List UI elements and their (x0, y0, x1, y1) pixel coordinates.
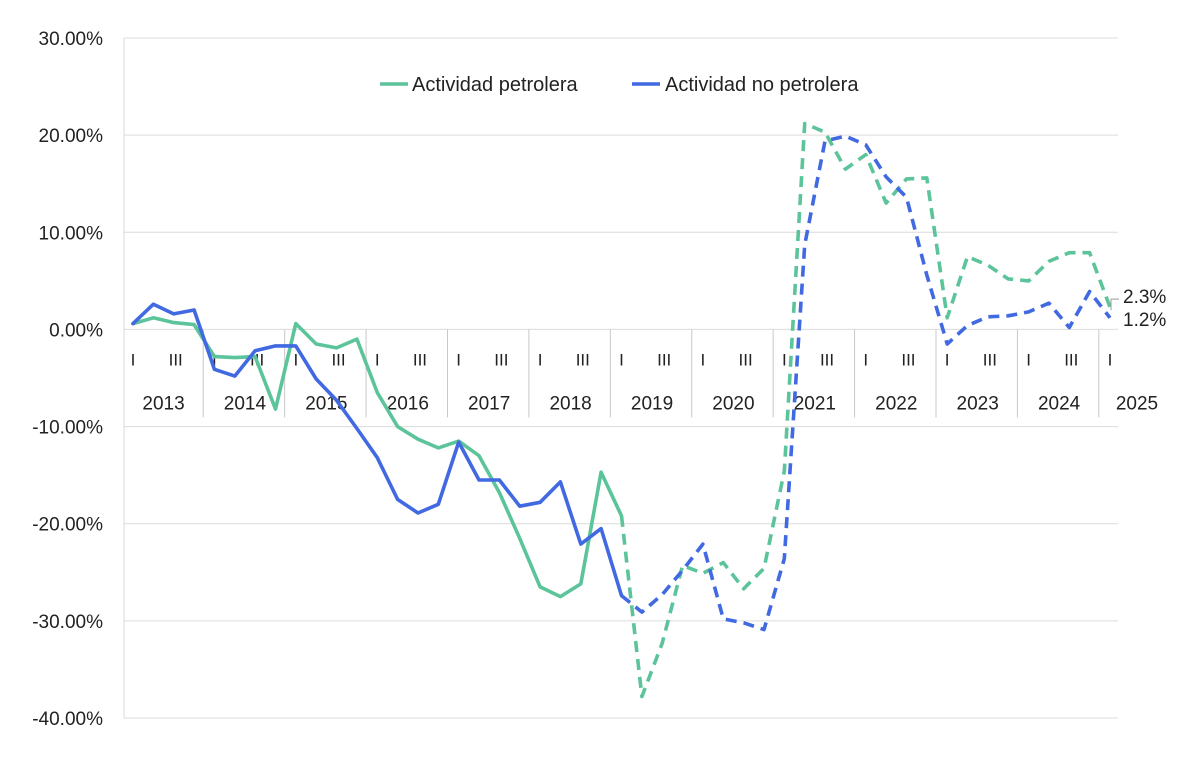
quarter-tick-label: I (131, 350, 136, 369)
quarter-tick-label: III (820, 350, 834, 369)
quarter-tick-label: I (456, 350, 461, 369)
quarter-tick-label: III (739, 350, 753, 369)
y-tick-label: 10.00% (39, 223, 104, 244)
quarter-tick-label: III (331, 350, 345, 369)
year-tick-label: 2022 (875, 393, 917, 414)
quarter-tick-label: I (293, 350, 298, 369)
y-tick-label: -30.00% (32, 612, 103, 633)
end-label-connector (1110, 298, 1119, 311)
y-tick-label: 0.00% (49, 320, 103, 341)
quarter-tick-label: I (212, 350, 217, 369)
quarter-tick-label: III (576, 350, 590, 369)
y-tick-label: -40.00% (32, 709, 103, 730)
end-label-petrolera: 2.3% (1123, 287, 1166, 308)
quarter-tick-label: III (494, 350, 508, 369)
year-tick-label: 2018 (549, 393, 591, 414)
year-tick-label: 2013 (142, 393, 184, 414)
quarter-tick-label: I (619, 350, 624, 369)
quarter-tick-label: III (657, 350, 671, 369)
end-label-no-petrolera: 1.2% (1123, 310, 1166, 331)
quarter-tick-label: I (701, 350, 706, 369)
quarter-tick-label: I (1026, 350, 1031, 369)
quarter-tick-label: III (983, 350, 997, 369)
year-tick-label: 2024 (1038, 393, 1081, 414)
year-tick-label: 2014 (224, 393, 267, 414)
quarter-tick-label: III (901, 350, 915, 369)
year-tick-label: 2020 (712, 393, 754, 414)
series-petrolera-solid-line (131, 315, 624, 599)
series-petrolera-dashed-line (619, 121, 1112, 699)
y-tick-label: 20.00% (39, 126, 104, 147)
quarter-tick-label: I (375, 350, 380, 369)
y-tick-label: -20.00% (32, 515, 103, 536)
y-tick-label: 30.00% (39, 29, 104, 50)
quarter-tick-label: I (863, 350, 868, 369)
legend: Actividad petrolera Actividad no petroler… (380, 74, 859, 96)
legend-label: Actividad petrolera (412, 74, 579, 96)
year-tick-label: 2021 (794, 393, 836, 414)
end-labels: 2.3%1.2% (1110, 287, 1166, 331)
y-tick-label: -10.00% (32, 418, 103, 439)
quarter-tick-label: I (945, 350, 950, 369)
y-axis: 30.00% 20.00% 10.00% 0.00% -10.00% -20.00% -30… (32, 29, 125, 730)
quarter-tick-label: I (782, 350, 787, 369)
year-tick-label: 2017 (468, 393, 510, 414)
quarter-tick-label: I (1108, 350, 1113, 369)
series-no-petrolera-dashed-line (620, 134, 1112, 632)
year-tick-label: 2016 (387, 393, 429, 414)
series-lines (131, 121, 1112, 699)
quarter-tick-label: III (169, 350, 183, 369)
year-tick-label: 2025 (1116, 393, 1158, 414)
series-no-petrolera-solid-line (131, 302, 624, 598)
quarter-tick-label: III (413, 350, 427, 369)
quarter-tick-label: I (538, 350, 543, 369)
legend-label: Actividad no petrolera (665, 74, 859, 96)
year-tick-label: 2019 (631, 393, 673, 414)
year-tick-label: 2023 (957, 393, 999, 414)
quarter-tick-label: III (1064, 350, 1078, 369)
